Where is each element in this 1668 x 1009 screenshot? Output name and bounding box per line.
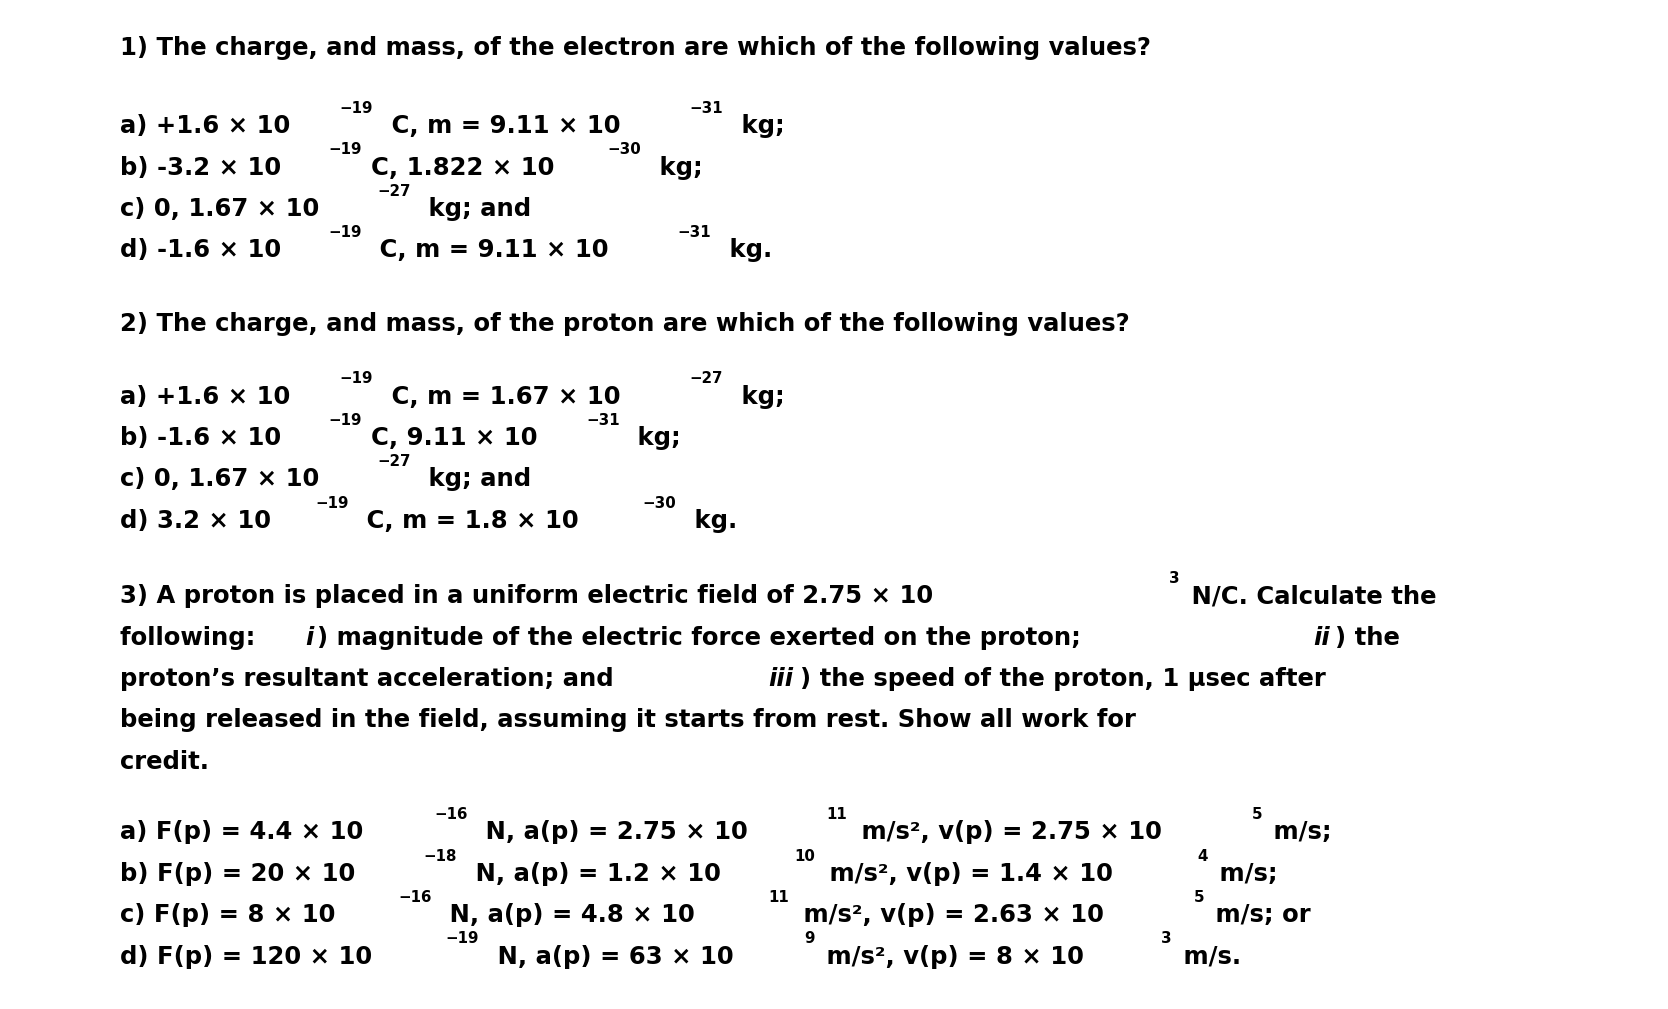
Text: d) -1.6 × 10: d) -1.6 × 10 [120, 238, 282, 262]
Text: c) F(p) = 8 × 10: c) F(p) = 8 × 10 [120, 903, 335, 927]
Text: −19: −19 [329, 413, 362, 428]
Text: ) the: ) the [1334, 626, 1399, 650]
Text: −31: −31 [689, 101, 722, 116]
Text: m/s; or: m/s; or [1208, 903, 1311, 927]
Text: iii: iii [767, 667, 792, 691]
Text: m/s², v(p) = 2.63 × 10: m/s², v(p) = 2.63 × 10 [796, 903, 1104, 927]
Text: 3: 3 [1161, 931, 1171, 946]
Text: −27: −27 [689, 371, 722, 386]
Text: −31: −31 [585, 413, 620, 428]
Text: b) F(p) = 20 × 10: b) F(p) = 20 × 10 [120, 862, 355, 886]
Text: ) the speed of the proton, 1 μsec after: ) the speed of the proton, 1 μsec after [801, 667, 1326, 691]
Text: d) 3.2 × 10: d) 3.2 × 10 [120, 509, 272, 533]
Text: b) -3.2 × 10: b) -3.2 × 10 [120, 155, 282, 180]
Text: −19: −19 [340, 101, 374, 116]
Text: 11: 11 [826, 807, 847, 822]
Text: a) F(p) = 4.4 × 10: a) F(p) = 4.4 × 10 [120, 820, 364, 845]
Text: 11: 11 [769, 890, 789, 905]
Text: 3: 3 [1169, 571, 1179, 586]
Text: 4: 4 [1198, 849, 1208, 864]
Text: C, m = 1.67 × 10: C, m = 1.67 × 10 [384, 384, 620, 409]
Text: a) +1.6 × 10: a) +1.6 × 10 [120, 384, 290, 409]
Text: proton’s resultant acceleration; and: proton’s resultant acceleration; and [120, 667, 622, 691]
Text: −19: −19 [315, 495, 349, 511]
Text: m/s;: m/s; [1266, 820, 1331, 845]
Text: b) -1.6 × 10: b) -1.6 × 10 [120, 426, 282, 450]
Text: −19: −19 [329, 225, 362, 240]
Text: kg.: kg. [687, 509, 737, 533]
Text: kg;: kg; [652, 155, 704, 180]
Text: m/s², v(p) = 2.75 × 10: m/s², v(p) = 2.75 × 10 [852, 820, 1163, 845]
Text: N, a(p) = 2.75 × 10: N, a(p) = 2.75 × 10 [477, 820, 747, 845]
Text: −31: −31 [677, 225, 711, 240]
Text: c) 0, 1.67 × 10: c) 0, 1.67 × 10 [120, 197, 319, 221]
Text: m/s², v(p) = 1.4 × 10: m/s², v(p) = 1.4 × 10 [821, 862, 1113, 886]
Text: m/s.: m/s. [1174, 944, 1241, 969]
Text: being released in the field, assuming it starts from rest. Show all work for: being released in the field, assuming it… [120, 708, 1136, 733]
Text: 2) The charge, and mass, of the proton are which of the following values?: 2) The charge, and mass, of the proton a… [120, 312, 1129, 336]
Text: N/C. Calculate the: N/C. Calculate the [1183, 584, 1436, 608]
Text: ) magnitude of the electric force exerted on the proton;: ) magnitude of the electric force exerte… [317, 626, 1089, 650]
Text: kg; and: kg; and [420, 197, 532, 221]
Text: a) +1.6 × 10: a) +1.6 × 10 [120, 114, 290, 138]
Text: kg; and: kg; and [420, 467, 532, 491]
Text: ii: ii [1313, 626, 1329, 650]
Text: m/s², v(p) = 8 × 10: m/s², v(p) = 8 × 10 [817, 944, 1084, 969]
Text: C, 9.11 × 10: C, 9.11 × 10 [372, 426, 537, 450]
Text: −16: −16 [434, 807, 467, 822]
Text: −19: −19 [340, 371, 374, 386]
Text: 3) A proton is placed in a uniform electric field of 2.75 × 10: 3) A proton is placed in a uniform elect… [120, 584, 932, 608]
Text: C, 1.822 × 10: C, 1.822 × 10 [372, 155, 554, 180]
Text: i: i [305, 626, 314, 650]
Text: N, a(p) = 1.2 × 10: N, a(p) = 1.2 × 10 [467, 862, 721, 886]
Text: N, a(p) = 4.8 × 10: N, a(p) = 4.8 × 10 [440, 903, 696, 927]
Text: −27: −27 [377, 184, 410, 199]
Text: credit.: credit. [120, 750, 208, 774]
Text: −30: −30 [642, 495, 677, 511]
Text: −19: −19 [445, 931, 479, 946]
Text: 5: 5 [1251, 807, 1263, 822]
Text: 10: 10 [794, 849, 816, 864]
Text: N, a(p) = 63 × 10: N, a(p) = 63 × 10 [489, 944, 734, 969]
Text: kg.: kg. [721, 238, 772, 262]
Text: 9: 9 [804, 931, 814, 946]
Text: m/s;: m/s; [1211, 862, 1278, 886]
Text: following:: following: [120, 626, 264, 650]
Text: −18: −18 [424, 849, 457, 864]
Text: −19: −19 [329, 142, 362, 157]
Text: kg;: kg; [732, 114, 784, 138]
Text: 1) The charge, and mass, of the electron are which of the following values?: 1) The charge, and mass, of the electron… [120, 36, 1151, 61]
Text: −30: −30 [607, 142, 642, 157]
Text: C, m = 9.11 × 10: C, m = 9.11 × 10 [384, 114, 620, 138]
Text: 5: 5 [1194, 890, 1204, 905]
Text: kg;: kg; [629, 426, 681, 450]
Text: c) 0, 1.67 × 10: c) 0, 1.67 × 10 [120, 467, 319, 491]
Text: d) F(p) = 120 × 10: d) F(p) = 120 × 10 [120, 944, 372, 969]
Text: kg;: kg; [732, 384, 784, 409]
Text: −16: −16 [399, 890, 432, 905]
Text: C, m = 1.8 × 10: C, m = 1.8 × 10 [359, 509, 579, 533]
Text: C, m = 9.11 × 10: C, m = 9.11 × 10 [372, 238, 609, 262]
Text: −27: −27 [377, 454, 410, 469]
